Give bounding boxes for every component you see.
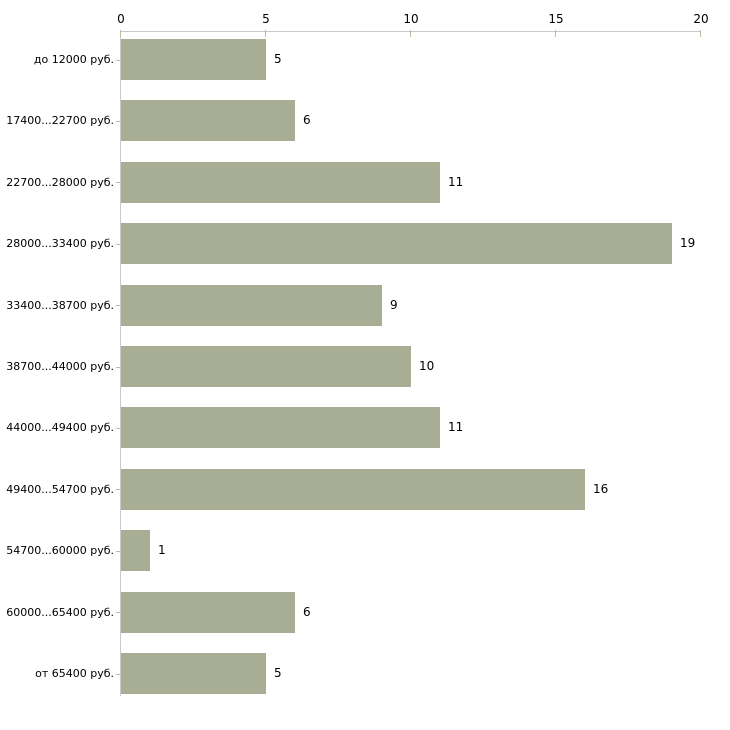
y-tick-mark xyxy=(116,551,120,552)
y-tick-mark xyxy=(116,612,120,613)
category-label: 44000...49400 руб. xyxy=(6,421,114,435)
bar xyxy=(121,653,266,694)
value-label: 5 xyxy=(274,666,282,680)
bar xyxy=(121,468,585,510)
value-label: 19 xyxy=(680,236,696,251)
x-tick-label: 0 xyxy=(117,12,125,26)
category-label: 28000...33400 руб. xyxy=(6,237,114,251)
y-axis-line xyxy=(120,31,121,696)
y-tick-mark xyxy=(116,428,120,429)
y-tick-mark xyxy=(116,121,120,122)
x-tick-label: 15 xyxy=(548,12,564,26)
y-tick-mark xyxy=(116,60,120,61)
y-tick-mark xyxy=(116,674,120,675)
value-label: 6 xyxy=(303,604,311,619)
y-tick-mark xyxy=(116,305,120,306)
category-label: 60000...65400 руб. xyxy=(6,605,114,619)
bar xyxy=(121,284,382,326)
x-tick-label: 10 xyxy=(403,12,419,26)
value-label: 11 xyxy=(448,174,464,189)
value-label: 1 xyxy=(158,543,166,558)
x-tick-mark xyxy=(120,30,121,37)
category-label: 49400...54700 руб. xyxy=(6,482,114,496)
bar xyxy=(121,591,295,633)
value-label: 6 xyxy=(303,113,311,128)
value-label: 11 xyxy=(448,420,464,435)
bar xyxy=(121,407,440,449)
bar xyxy=(121,223,672,265)
value-label: 5 xyxy=(274,52,282,66)
value-label: 16 xyxy=(593,481,609,496)
bar xyxy=(121,39,266,80)
y-tick-mark xyxy=(116,244,120,245)
bar xyxy=(121,530,150,572)
category-label: 17400...22700 руб. xyxy=(6,114,114,128)
category-label: 38700...44000 руб. xyxy=(6,360,114,373)
value-label: 10 xyxy=(419,359,435,373)
x-tick-label: 5 xyxy=(262,12,270,26)
y-tick-mark xyxy=(116,489,120,490)
y-tick-mark xyxy=(116,182,120,183)
value-label: 9 xyxy=(390,297,398,312)
category-label: 54700...60000 руб. xyxy=(6,544,114,558)
x-tick-mark xyxy=(410,30,411,37)
x-tick-mark xyxy=(555,30,556,37)
bar xyxy=(121,161,440,203)
bar xyxy=(121,346,411,387)
x-tick-mark xyxy=(265,30,266,37)
category-label: до 12000 руб. xyxy=(33,53,114,66)
category-label: от 65400 руб. xyxy=(35,667,114,680)
y-tick-mark xyxy=(116,367,120,368)
category-label: 33400...38700 руб. xyxy=(6,298,114,312)
x-tick-label: 20 xyxy=(693,12,709,26)
x-tick-mark xyxy=(700,30,701,37)
bar xyxy=(121,100,295,142)
category-label: 22700...28000 руб. xyxy=(6,175,114,189)
